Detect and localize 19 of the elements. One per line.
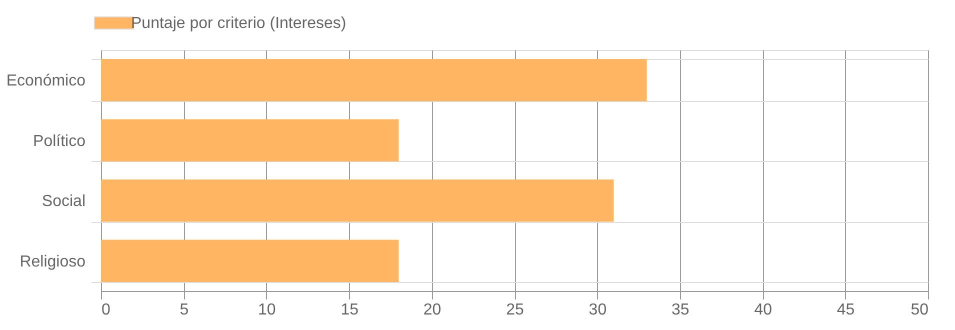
y-tick-label: Religioso	[20, 253, 86, 270]
bar	[101, 59, 647, 102]
x-tick-label: 50	[910, 302, 929, 318]
x-tick-label: 25	[506, 302, 524, 318]
y-tick-label: Político	[33, 132, 86, 150]
x-tick-label: 15	[340, 302, 359, 318]
bar	[101, 119, 399, 162]
x-tick-label: 35	[672, 302, 690, 318]
bar	[101, 180, 614, 222]
y-tick-label: Económico	[6, 72, 86, 90]
x-tick-label: 10	[258, 302, 276, 318]
x-tick-label: 40	[754, 302, 772, 318]
x-tick-label: 30	[588, 302, 607, 318]
x-tick-label: 0	[102, 302, 110, 318]
x-tick-label: 5	[180, 302, 189, 318]
x-tick-label: 20	[423, 302, 442, 318]
x-tick-label: 45	[836, 302, 855, 318]
bar	[101, 240, 399, 282]
y-tick-label: Social	[42, 193, 86, 210]
